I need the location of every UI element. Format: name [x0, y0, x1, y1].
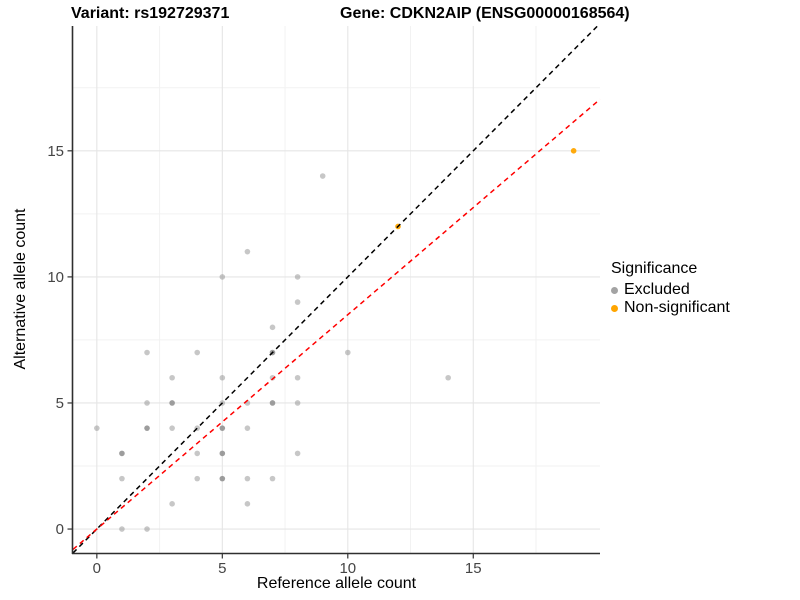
data-point-excluded: [144, 400, 150, 406]
data-point-excluded: [445, 374, 451, 381]
data-point-excluded: [244, 248, 251, 255]
tick-label-y-0: 0: [56, 521, 64, 538]
data-point-excluded: [194, 475, 201, 482]
data-point-excluded: [294, 400, 301, 406]
data-point-excluded: [294, 450, 301, 457]
data-point-excluded: [294, 299, 301, 305]
data-point-excluded: [169, 425, 175, 431]
tick-label-y-10: 10: [47, 269, 64, 286]
variant-title: Variant: rs192729371: [71, 5, 230, 22]
data-point-excluded: [344, 349, 351, 356]
data-point-excluded: [194, 450, 201, 457]
data-point-non-significant: [570, 148, 577, 154]
legend-item-label: Excluded: [624, 281, 690, 298]
y-axis-label: Alternative allele count: [12, 208, 29, 370]
data-point-excluded: [244, 501, 251, 507]
tick-label-y-15: 15: [47, 143, 64, 160]
data-point-excluded: [269, 475, 276, 482]
legend: Significance Excluded Non-significant: [611, 260, 730, 317]
data-point-excluded: [144, 349, 150, 356]
data-point-excluded: [194, 349, 201, 356]
data-point-excluded: [269, 400, 276, 406]
data-point-excluded: [119, 450, 125, 457]
data-point-excluded: [169, 400, 175, 406]
legend-item-label: Non-significant: [624, 299, 730, 316]
non-significant-swatch-icon: [611, 304, 618, 312]
data-point-excluded: [219, 475, 226, 482]
identity-line: [72, 25, 599, 554]
data-point-excluded: [244, 425, 251, 431]
data-point-excluded: [169, 374, 175, 381]
data-point-excluded: [119, 475, 125, 482]
data-point-excluded: [244, 475, 251, 482]
data-point-excluded: [269, 324, 276, 331]
legend-title: Significance: [611, 260, 698, 277]
data-point-excluded: [319, 173, 326, 179]
data-point-excluded: [94, 425, 100, 431]
data-point-excluded: [169, 501, 175, 507]
gene-title: Gene: CDKN2AIP (ENSG00000168564): [340, 5, 630, 22]
legend-item-excluded: Excluded: [611, 281, 730, 299]
excluded-swatch-icon: [611, 286, 618, 294]
tick-label-x-15: 15: [465, 560, 482, 577]
data-point-excluded: [269, 374, 276, 381]
legend-item-non-significant: Non-significant: [611, 299, 730, 317]
tick-label-y-5: 5: [56, 395, 64, 412]
expected-ratio-line: [72, 98, 601, 550]
tick-label-x-0: 0: [93, 560, 101, 577]
data-point-excluded: [219, 425, 226, 431]
data-point-excluded: [294, 274, 301, 280]
tick-label-x-5: 5: [218, 560, 226, 577]
data-point-excluded: [144, 526, 150, 532]
data-point-excluded: [219, 450, 226, 457]
data-point-excluded: [294, 374, 301, 381]
x-axis-label: Reference allele count: [256, 575, 417, 592]
tick-label-x-10: 10: [339, 560, 356, 577]
data-point-excluded: [144, 425, 150, 431]
data-point-excluded: [219, 274, 226, 280]
data-point-excluded: [119, 526, 125, 532]
data-point-excluded: [219, 374, 226, 381]
